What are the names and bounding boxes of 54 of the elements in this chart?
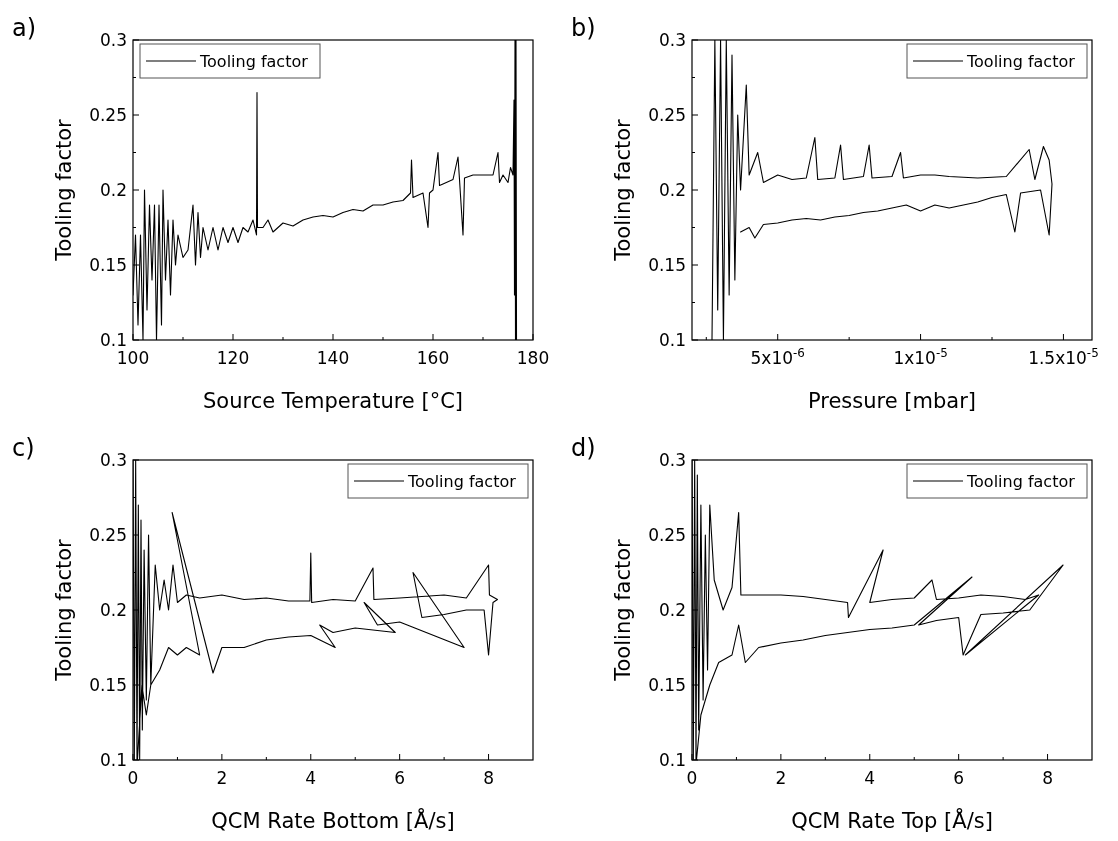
y-tick-label: 0.25 xyxy=(648,525,686,545)
x-tick-label: 6 xyxy=(394,768,406,788)
y-tick-label: 0.2 xyxy=(99,180,127,200)
y-tick-label: 0.25 xyxy=(89,105,127,125)
y-tick-label: 0.1 xyxy=(99,330,127,350)
chart-title: a) xyxy=(12,14,37,42)
y-tick-label: 0.1 xyxy=(658,750,686,770)
x-axis-title: Pressure [mbar] xyxy=(807,389,977,413)
legend-label: Tooling factor xyxy=(966,52,1076,71)
legend-label: Tooling factor xyxy=(966,472,1076,491)
y-tick-label: 0.15 xyxy=(648,675,686,695)
x-tick-label: 6 xyxy=(953,768,965,788)
x-tick-label: 140 xyxy=(316,348,350,368)
y-axis-title: Tooling factor xyxy=(52,118,76,262)
x-tick-label: 8 xyxy=(1042,768,1053,788)
y-tick-label: 0.2 xyxy=(658,600,686,620)
x-tick-label: 8 xyxy=(483,768,494,788)
x-tick-label: 180 xyxy=(516,348,550,368)
x-tick-label: 120 xyxy=(216,348,250,368)
x-tick-label: 1.5x10$^{-5}$ xyxy=(1028,346,1099,368)
y-tick-label: 0.15 xyxy=(648,255,686,275)
legend-label: Tooling factor xyxy=(199,52,309,71)
x-tick-label: 2 xyxy=(216,768,228,788)
y-tick-label: 0.2 xyxy=(99,600,127,620)
y-tick-label: 0.1 xyxy=(99,750,127,770)
y-tick-label: 0.2 xyxy=(658,180,686,200)
chart-title: b) xyxy=(571,14,596,42)
x-tick-label: 1x10$^{-5}$ xyxy=(893,346,948,368)
y-tick-label: 0.15 xyxy=(89,255,127,275)
y-axis-title: Tooling factor xyxy=(52,538,76,682)
x-tick-label: 100 xyxy=(116,348,150,368)
x-axis-title: QCM Rate Bottom [Å/s] xyxy=(211,807,455,833)
y-tick-label: 0.25 xyxy=(648,105,686,125)
chart-title: d) xyxy=(571,434,596,462)
y-axis-title: Tooling factor xyxy=(611,538,635,682)
y-axis-title: Tooling factor xyxy=(611,118,635,262)
x-axis-title: Source Temperature [°C] xyxy=(202,389,464,413)
y-tick-label: 0.15 xyxy=(89,675,127,695)
y-tick-label: 0.3 xyxy=(99,30,127,50)
y-tick-label: 0.1 xyxy=(658,330,686,350)
y-tick-label: 0.3 xyxy=(658,30,686,50)
x-tick-label: 4 xyxy=(864,768,876,788)
x-tick-label: 0 xyxy=(127,768,139,788)
x-tick-label: 5x10$^{-6}$ xyxy=(750,346,805,368)
x-tick-label: 2 xyxy=(775,768,787,788)
legend-label: Tooling factor xyxy=(407,472,517,491)
y-tick-label: 0.3 xyxy=(658,450,686,470)
chart-title: c) xyxy=(12,434,35,462)
x-tick-label: 160 xyxy=(416,348,450,368)
x-axis-title: QCM Rate Top [Å/s] xyxy=(791,807,993,833)
x-tick-label: 4 xyxy=(305,768,317,788)
x-tick-label: 0 xyxy=(686,768,698,788)
y-tick-label: 0.25 xyxy=(89,525,127,545)
y-tick-label: 0.3 xyxy=(99,450,127,470)
